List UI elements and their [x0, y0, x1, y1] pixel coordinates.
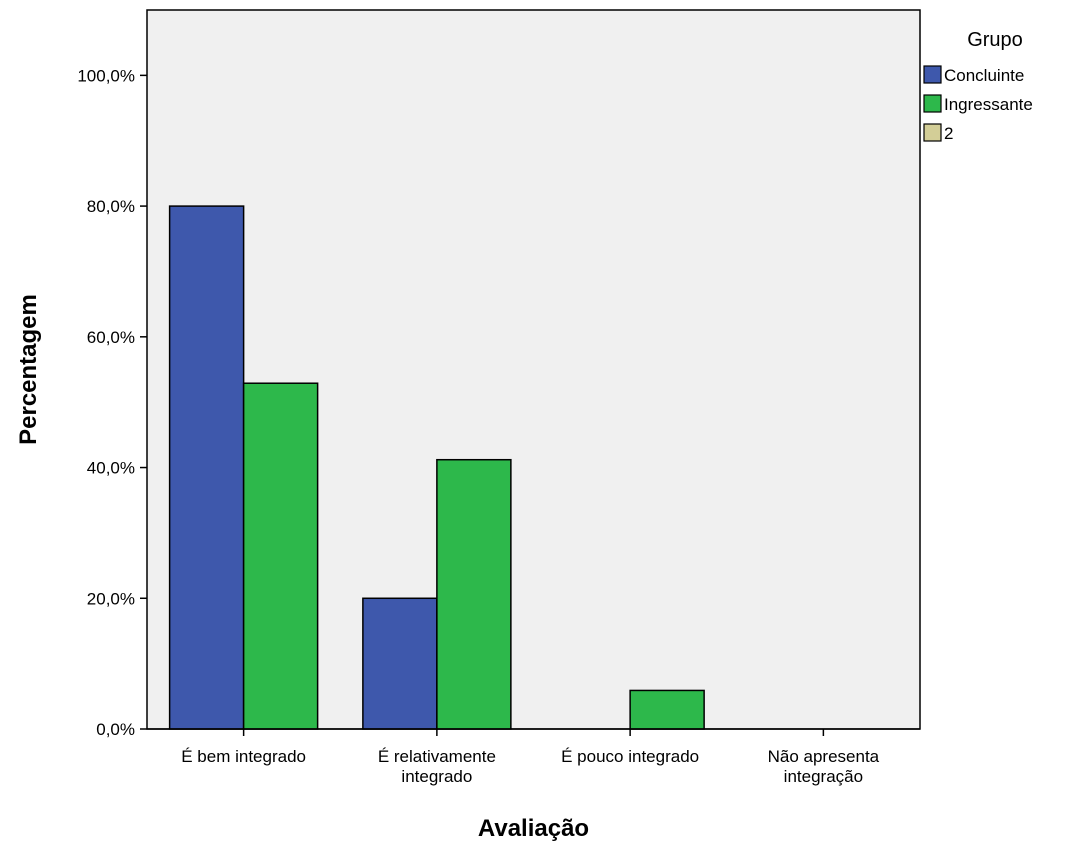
y-axis-label: Percentagem [15, 294, 42, 445]
legend-title: Grupo [967, 29, 1023, 51]
y-ticks-group: 0,0% 20,0% 40,0% 60,0% 80,0% 100,0% [77, 66, 147, 739]
legend-label-2: 2 [944, 124, 953, 143]
legend: Grupo Concluinte Ingressante 2 [923, 29, 1033, 143]
y-tick-label: 80,0% [87, 197, 135, 216]
legend-label-ingressante: Ingressante [944, 95, 1033, 114]
y-tick-label: 20,0% [87, 589, 135, 608]
x-axis-label: Avaliação [478, 815, 589, 842]
x-tick-label: integrado [401, 767, 472, 786]
legend-swatch-ingressante [923, 94, 942, 113]
legend-swatch-2 [923, 123, 942, 142]
x-tick-label: É bem integrado [181, 747, 306, 766]
bars-group [168, 205, 705, 730]
x-tick-label: É pouco integrado [561, 747, 699, 766]
bar-concluinte-1 [168, 205, 245, 730]
bar-concluinte-2 [362, 597, 438, 730]
bar-ingressante-2 [436, 458, 512, 730]
y-tick-label: 40,0% [87, 459, 135, 478]
legend-label-concluinte: Concluinte [944, 66, 1024, 85]
x-tick-label: integração [784, 767, 863, 786]
bar-ingressante-3 [629, 689, 705, 730]
y-tick-label: 0,0% [96, 720, 135, 739]
x-tick-label: É relativamente [378, 747, 496, 766]
x-tick-label: Não apresenta [768, 747, 880, 766]
bar-ingressante-1 [242, 382, 319, 730]
y-tick-label: 60,0% [87, 328, 135, 347]
y-tick-label: 100,0% [77, 66, 135, 85]
legend-swatch-concluinte [923, 65, 942, 84]
